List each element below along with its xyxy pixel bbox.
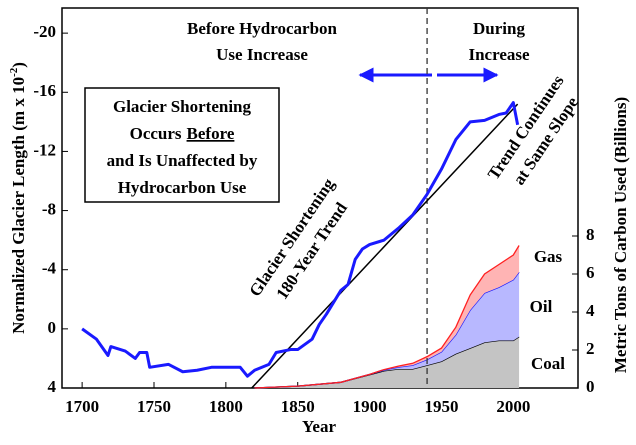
legend-label: Oil xyxy=(530,297,553,316)
header-left: Before Hydrocarbon xyxy=(187,19,338,38)
y2-tick-label: 4 xyxy=(586,301,595,320)
x-tick-label: 1950 xyxy=(424,397,458,416)
y2-tick-label: 8 xyxy=(586,225,595,244)
y-tick-label: -8 xyxy=(42,199,56,218)
x-tick-label: 1750 xyxy=(137,397,171,416)
area-2 xyxy=(254,245,520,388)
x-axis-label: Year xyxy=(302,417,336,436)
y2-tick-label: 6 xyxy=(586,263,595,282)
y-axis-label: Normalized Glacier Length (m x 10-2) xyxy=(8,62,28,334)
x-tick-label: 1800 xyxy=(209,397,243,416)
glacier-line xyxy=(81,101,520,378)
x-tick-label: 1850 xyxy=(281,397,315,416)
legend-label: Coal xyxy=(531,354,565,373)
y-label-main: Normalized Glacier Length (m x 10 xyxy=(9,77,28,334)
y-label-end: ) xyxy=(9,62,28,68)
x-tick-label: 2000 xyxy=(496,397,530,416)
area-0 xyxy=(254,336,520,388)
y-tick-label: -20 xyxy=(33,22,56,41)
header-right: During xyxy=(473,19,525,38)
y-tick-label: -12 xyxy=(33,140,56,159)
x-tick-label: 1900 xyxy=(353,397,387,416)
y-label-sup: -2 xyxy=(8,67,20,77)
header-right: Increase xyxy=(468,45,530,64)
area-line-2 xyxy=(254,245,520,389)
y-tick-label: 4 xyxy=(48,377,57,396)
note-line: Glacier Shortening xyxy=(113,97,252,116)
y-tick-label: 0 xyxy=(48,318,57,337)
legend-label: Gas xyxy=(534,247,563,266)
note-box xyxy=(84,87,280,203)
note-line: and Is Unaffected by xyxy=(107,151,258,170)
header-left: Use Increase xyxy=(216,45,308,64)
note-text: Hydrocarbon Use xyxy=(118,178,247,197)
note-text: and Is Unaffected by xyxy=(107,151,258,170)
note-text: Before xyxy=(187,124,235,143)
x-tick-label: 1700 xyxy=(65,397,99,416)
note-text: Glacier Shortening xyxy=(113,97,252,116)
y2-tick-label: 0 xyxy=(586,377,595,396)
trend-line xyxy=(251,103,519,389)
note-text: Occurs xyxy=(130,124,182,143)
area-1 xyxy=(254,272,520,388)
note-line: Hydrocarbon Use xyxy=(118,178,247,197)
note-line: Occurs Before xyxy=(130,124,235,143)
y2-axis-label: Metric Tons of Carbon Used (Billions) xyxy=(611,97,630,373)
y-tick-label: -4 xyxy=(42,259,57,278)
y2-tick-label: 2 xyxy=(586,339,595,358)
y-tick-label: -16 xyxy=(33,81,56,100)
